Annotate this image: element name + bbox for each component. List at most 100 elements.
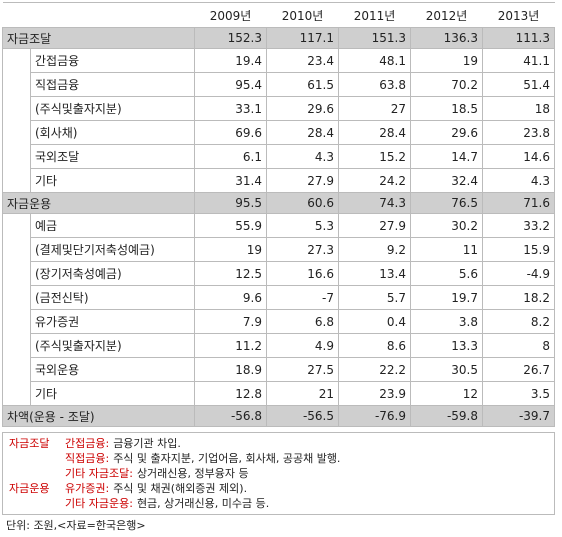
item-label: 예금 [30,213,195,238]
year: 2009년 [194,2,267,28]
value: 30.5 [410,357,483,382]
item-row: 국외조달 6.1 4.3 15.2 14.7 14.6 [2,144,555,169]
item-label: 간접금융 [30,48,195,73]
value: 15.9 [482,237,555,262]
value: 4.3 [482,168,555,193]
item-label: (장기저축성예금) [30,261,195,286]
indent [2,168,31,193]
indent [2,144,31,169]
value: 15.2 [338,144,411,169]
indent [2,261,31,286]
note-category: 자금조달 [9,437,50,450]
total-row: 차액(운용 - 조달) -56.8 -56.5 -76.9 -59.8 -39.7 [2,405,555,427]
value: 16.6 [266,261,339,286]
item-label: (주식및출자지분) [30,333,195,358]
value: -39.7 [482,405,555,427]
value: 6.1 [194,144,267,169]
value: 12 [410,381,483,406]
note-term: 기타 자금운용: [65,497,133,510]
value: 28.4 [338,120,411,145]
value: 22.2 [338,357,411,382]
value: 19 [194,237,267,262]
item-row: 직접금융 95.4 61.5 63.8 70.2 51.4 [2,72,555,97]
item-row: 간접금융 19.4 23.4 48.1 19 41.1 [2,48,555,73]
value: 76.5 [410,192,483,214]
note-category [3,496,65,511]
value: 13.4 [338,261,411,286]
indent [2,96,31,121]
value: 9.6 [194,285,267,310]
value: 55.9 [194,213,267,238]
note-category [3,466,65,481]
value: 14.6 [482,144,555,169]
value: 95.5 [194,192,267,214]
indent [2,333,31,358]
value: 60.6 [266,192,339,214]
value: 19 [410,48,483,73]
value: 12.5 [194,261,267,286]
value: 4.3 [266,144,339,169]
note-row: 자금조달 간접금융: 금융기관 차입. [3,436,554,451]
item-row: 국외운용 18.9 27.5 22.2 30.5 26.7 [2,357,555,382]
item-row: 기타 12.8 21 23.9 12 3.5 [2,381,555,406]
item-row: (주식및출자지분) 11.2 4.9 8.6 13.3 8 [2,333,555,358]
corner [2,2,195,28]
value: 26.7 [482,357,555,382]
value: 5.3 [266,213,339,238]
item-row: (주식및출자지분) 33.1 29.6 27 18.5 18 [2,96,555,121]
value: 21 [266,381,339,406]
item-label: 국외운용 [30,357,195,382]
item-row: 유가증권 7.9 6.8 0.4 3.8 8.2 [2,309,555,334]
value: 136.3 [410,27,483,49]
value: 51.4 [482,72,555,97]
item-label: 직접금융 [30,72,195,97]
indent [2,381,31,406]
value: 117.1 [266,27,339,49]
value: 63.8 [338,72,411,97]
value: 5.6 [410,261,483,286]
value: 111.3 [482,27,555,49]
value: 48.1 [338,48,411,73]
year: 2011년 [338,2,411,28]
indent [2,309,31,334]
section-row: 자금운용 95.5 60.6 74.3 76.5 71.6 [2,192,555,214]
value: 5.7 [338,285,411,310]
notes: 자금조달 간접금융: 금융기관 차입. 직접금융: 주식 및 출자지분, 기업어음, 회… [2,432,555,515]
note-text: 금융기관 차입. [113,437,181,450]
value: 8 [482,333,555,358]
value: 7.9 [194,309,267,334]
value: -4.9 [482,261,555,286]
item-row: (결제및단기저축성예금) 19 27.3 9.2 11 15.9 [2,237,555,262]
indent [2,237,31,262]
value: 13.3 [410,333,483,358]
value: -76.9 [338,405,411,427]
note-row: 기타 자금운용: 현금, 상거래신용, 미수금 등. [3,496,554,511]
value: 9.2 [338,237,411,262]
value: 33.2 [482,213,555,238]
value: 27.9 [338,213,411,238]
total-label: 차액(운용 - 조달) [2,405,195,427]
value: 18.2 [482,285,555,310]
data-table: 2009년 2010년 2011년 2012년 2013년 자금조달 152.3 117.1 1… [2,2,555,427]
item-label: (금전신탁) [30,285,195,310]
value: 29.6 [266,96,339,121]
value: 0.4 [338,309,411,334]
item-row: 기타 31.4 27.9 24.2 32.4 4.3 [2,168,555,193]
value: 41.1 [482,48,555,73]
note-row: 기타 자금조달: 상거래신용, 정부융자 등 [3,466,554,481]
value: 71.6 [482,192,555,214]
value: 31.4 [194,168,267,193]
value: 27 [338,96,411,121]
year: 2013년 [482,2,555,28]
value: 11 [410,237,483,262]
value: 74.3 [338,192,411,214]
value: 19.7 [410,285,483,310]
item-label: 기타 [30,381,195,406]
note-text: 주식 및 채권(해외증권 제외). [113,482,248,495]
note-row: 직접금융: 주식 및 출자지분, 기업어음, 회사채, 공공채 발행. [3,451,554,466]
item-label: 유가증권 [30,309,195,334]
value: 24.2 [338,168,411,193]
value: 23.9 [338,381,411,406]
indent [2,120,31,145]
